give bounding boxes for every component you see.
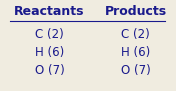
Text: O (7): O (7) xyxy=(35,64,64,77)
Text: Products: Products xyxy=(105,5,167,18)
Text: O (7): O (7) xyxy=(121,64,150,77)
Text: H (6): H (6) xyxy=(121,46,150,59)
Text: Reactants: Reactants xyxy=(14,5,85,18)
Text: H (6): H (6) xyxy=(35,46,64,59)
Text: C (2): C (2) xyxy=(35,28,64,41)
Text: C (2): C (2) xyxy=(121,28,150,41)
